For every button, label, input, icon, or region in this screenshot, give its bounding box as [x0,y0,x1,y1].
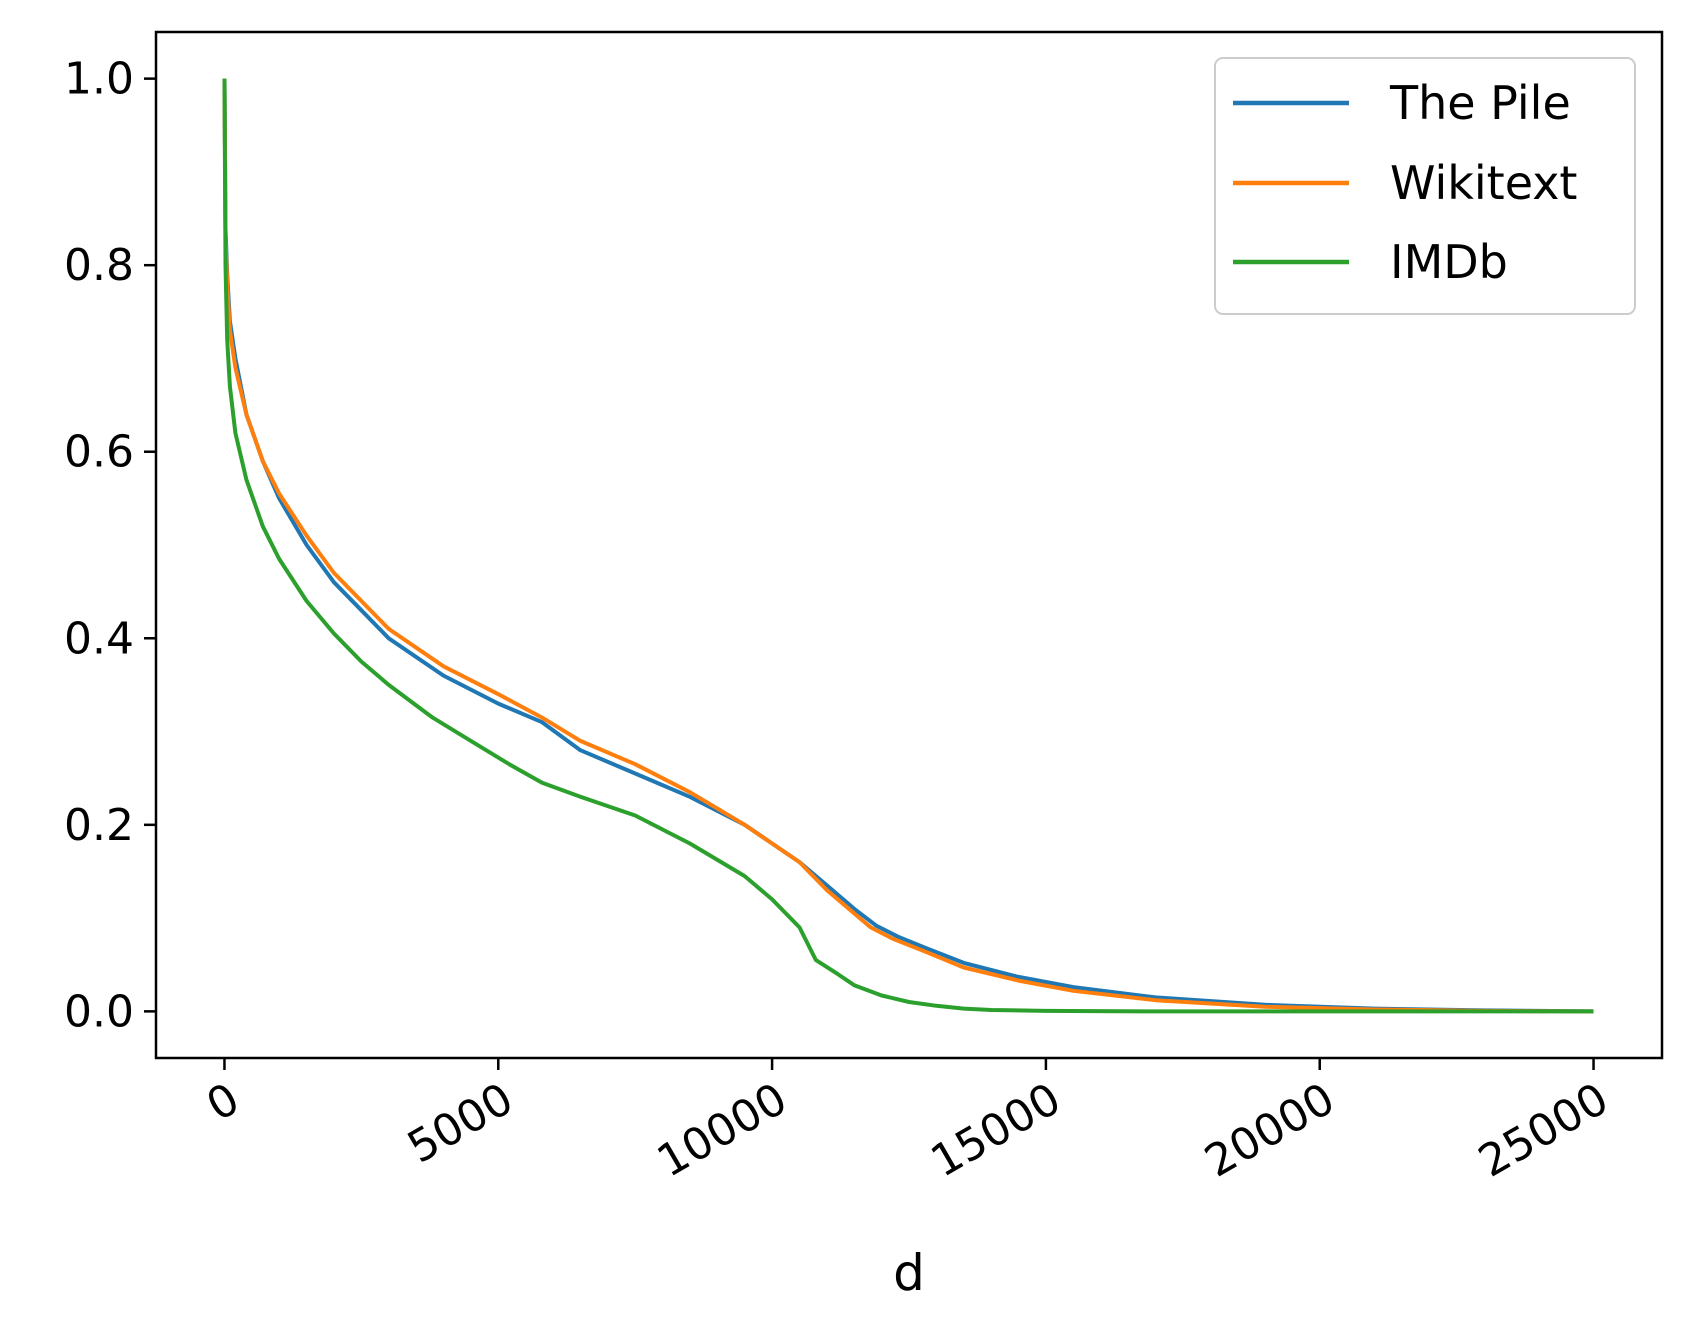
y-tick-label: 1.0 [64,54,134,105]
series-line-imdb [222,78,1594,1014]
legend: The Pile Wikitext IMDb [1214,57,1636,315]
legend-label-the-pile: The Pile [1389,76,1571,130]
legend-frame [1214,57,1636,315]
series-line-wikitext [222,78,1594,1014]
y-axis: 0.0 0.2 0.4 0.6 0.8 1.0 [64,54,156,1037]
y-tick-label: 0.2 [64,800,134,851]
legend-label-wikitext: Wikitext [1390,156,1577,210]
plot-frame [154,30,1664,1060]
y-tick-label: 0.0 [64,986,134,1037]
y-tick-label: 0.6 [64,427,134,478]
y-tick-label: 0.4 [64,613,134,664]
y-tick-label: 0.8 [64,240,134,291]
legend-label-imdb: IMDb [1390,235,1508,289]
x-axis-label: d [893,1244,925,1302]
series-layer [222,78,1594,1014]
